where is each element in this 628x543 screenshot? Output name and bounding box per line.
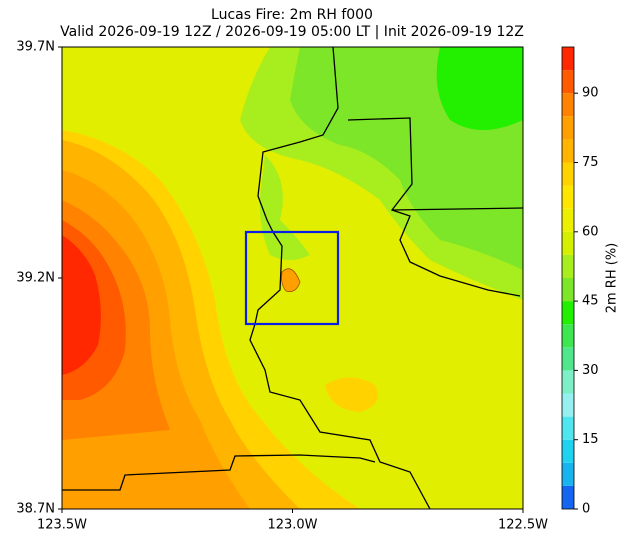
colorbar-band [562,462,574,486]
colorbar-tick-label: 0 [582,502,590,517]
colorbar-band [562,93,574,117]
colorbar-tick-label: 30 [582,363,599,378]
colorbar-band [562,347,574,371]
colorbar-band [562,185,574,209]
x-tick-label: 123.5W [37,518,87,533]
colorbar-band [562,278,574,302]
colorbar-band [562,324,574,348]
colorbar-frame [561,46,575,510]
colorbar-band [562,254,574,278]
map-subtitle: Valid 2026-09-19 12Z / 2026-09-19 05:00 … [60,24,524,40]
colorbar-band [562,416,574,440]
y-tick-label: 38.7N [16,502,55,517]
colorbar-band [562,116,574,140]
colorbar-band [562,47,574,71]
colorbar-tick-label: 60 [582,224,599,239]
x-tick-label: 123.0W [267,518,317,533]
colorbar-tick-label: 15 [582,432,599,447]
colorbar-band [562,162,574,186]
colorbar-band [562,485,574,509]
colorbar-band [562,139,574,163]
colorbar-tick-label: 45 [582,294,599,309]
colorbar-tick-label: 90 [582,86,599,101]
y-tick-label: 39.2N [16,271,55,286]
colorbar-band [562,231,574,255]
y-tick-label: 39.7N [16,40,55,55]
rh-field [62,47,523,509]
x-tick-label: 122.5W [498,518,548,533]
colorbar-band [562,439,574,463]
colorbar-band [562,393,574,417]
colorbar-band [562,370,574,394]
colorbar-band [562,208,574,232]
colorbar-band [562,70,574,94]
colorbar-tick-label: 75 [582,155,599,170]
map-title: Lucas Fire: 2m RH f000 [211,7,373,23]
colorbar-label: 2m RH (%) [605,243,620,314]
colorbar-band [562,301,574,325]
